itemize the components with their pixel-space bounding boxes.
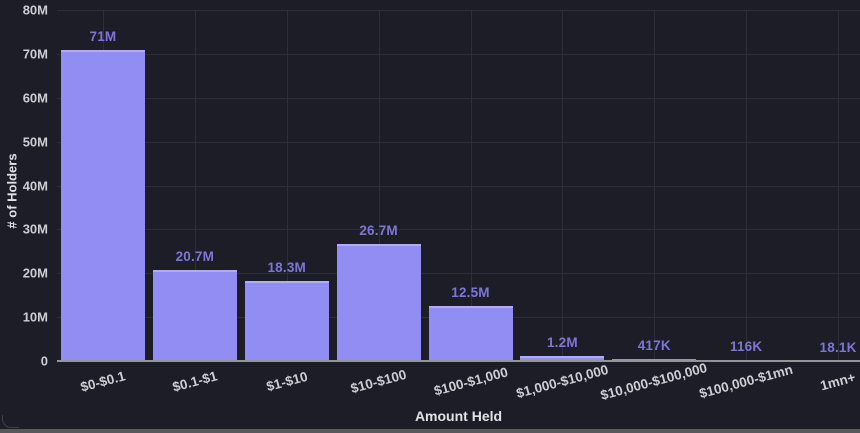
x-axis-title-wrap: Amount Held bbox=[57, 408, 860, 426]
x-tick-wrap: 1mn+ bbox=[718, 369, 860, 394]
y-tick-label: 50M bbox=[22, 134, 48, 150]
gridline-h bbox=[57, 97, 860, 99]
bar-value-label: 26.7M bbox=[359, 222, 398, 238]
bar-1[interactable] bbox=[152, 270, 237, 361]
y-tick-label: 70M bbox=[22, 46, 48, 62]
x-axis-title: Amount Held bbox=[414, 408, 503, 424]
bar-5[interactable] bbox=[520, 355, 605, 361]
y-tick-label: 30M bbox=[22, 221, 48, 237]
x-axis-line bbox=[57, 360, 860, 362]
plot-area: 71M 20.7M 18.3M 26.7M 12.5M 1.2M 417K 116K 18.1K bbox=[57, 10, 860, 361]
gridline-h bbox=[57, 10, 860, 11]
bar-label-wrap: 12.5M bbox=[391, 284, 551, 302]
gridline-h bbox=[57, 229, 860, 231]
bar-label-wrap: 20.7M bbox=[115, 248, 275, 266]
y-tick-label: 40M bbox=[22, 178, 48, 193]
bar-value-label: 417K bbox=[637, 338, 671, 354]
y-tick-label: 0 bbox=[40, 353, 48, 369]
x-tick-label: 1mn+ bbox=[818, 369, 858, 394]
gridline-h bbox=[57, 273, 860, 275]
bar-2[interactable] bbox=[244, 280, 329, 361]
bar-value-label: 116K bbox=[729, 338, 763, 354]
y-tick-label: 20M bbox=[22, 265, 48, 281]
bar-value-label: 12.5M bbox=[451, 285, 490, 301]
bar-label-wrap: 18.1K bbox=[758, 339, 860, 357]
bar-label-wrap: 71M bbox=[23, 28, 183, 46]
bar-value-label: 20.7M bbox=[175, 249, 215, 265]
y-tick-label: 80M bbox=[22, 2, 48, 18]
bar-value-label: 1.2M bbox=[546, 334, 578, 350]
y-axis-title: # of Holders bbox=[4, 153, 20, 229]
bar-label-wrap: 18.3M bbox=[207, 259, 367, 277]
bar-label-wrap: 1.2M bbox=[482, 334, 642, 352]
x-axis-tick-labels: $0-$0.1 $0.1-$1 $1-$10 $10-$100 $100-$1,000 $… bbox=[57, 360, 860, 407]
bar-3[interactable] bbox=[336, 243, 421, 361]
gridline-h bbox=[57, 141, 860, 143]
bottom-edge-strip bbox=[0, 429, 860, 433]
bar-label-wrap: 116K bbox=[666, 338, 826, 356]
bar-value-label: 18.1K bbox=[819, 339, 857, 355]
gridline-h bbox=[57, 53, 860, 55]
rounded-corner-artifact bbox=[2, 415, 19, 428]
bar-0[interactable] bbox=[60, 49, 145, 361]
y-tick-label: 60M bbox=[22, 90, 48, 106]
y-tick-label: 10M bbox=[22, 309, 48, 325]
bar-value-label: 18.3M bbox=[267, 259, 306, 275]
y-axis-tick-labels: 0 10M 20M 30M 40M 50M 60M 70M 80M bbox=[0, 0, 53, 433]
bar-4[interactable] bbox=[428, 306, 513, 361]
bar-label-wrap: 26.7M bbox=[299, 222, 459, 240]
bar-label-wrap: 417K bbox=[574, 337, 734, 355]
bar-value-label: 71M bbox=[89, 28, 117, 44]
gridline-h bbox=[57, 185, 860, 187]
